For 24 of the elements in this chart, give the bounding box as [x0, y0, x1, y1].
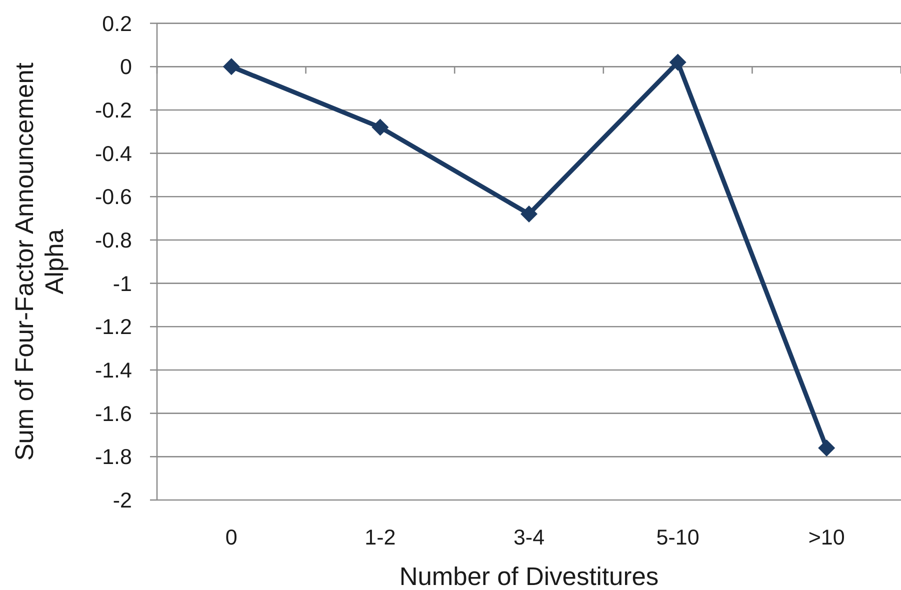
y-tick-label: -1 — [112, 272, 132, 296]
y-tick-label: -1.2 — [94, 315, 132, 340]
y-tick-label: -0.6 — [94, 185, 132, 210]
point — [818, 439, 836, 456]
y-tick-label: -1.6 — [94, 402, 132, 426]
y-tick-label: -2 — [112, 488, 132, 513]
x-tick-label: 5-10 — [656, 526, 700, 550]
y-axis-title: Sum of Four-Factor Announcement Alpha — [11, 62, 70, 461]
x-tick-label: >10 — [808, 526, 845, 550]
x-axis-title: Number of Divestitures — [399, 562, 659, 590]
x-tick-label: 3-4 — [513, 526, 545, 550]
point — [520, 205, 538, 222]
x-tick-label: 1-2 — [364, 526, 396, 550]
point — [222, 58, 240, 76]
y-tick-label: -1.4 — [94, 358, 132, 383]
point — [372, 118, 389, 136]
y-tick-label: -1.8 — [94, 445, 132, 470]
y-tick-label: -0.2 — [94, 98, 132, 122]
y-tick-label: -0.8 — [94, 228, 132, 253]
y-tick-label: 0.2 — [102, 12, 132, 36]
y-tick-label: 0 — [120, 55, 132, 80]
y-tick-label: -0.4 — [94, 142, 132, 166]
point — [669, 54, 686, 71]
x-tick-label: 0 — [225, 526, 238, 550]
